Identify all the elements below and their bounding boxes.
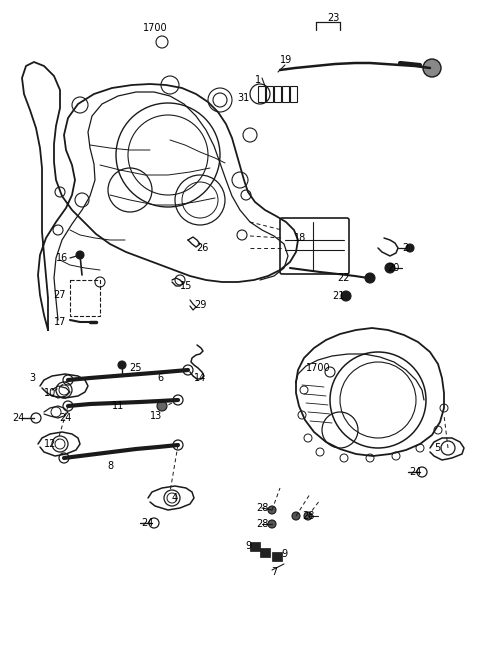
Text: 19: 19 [280, 55, 292, 65]
Circle shape [157, 401, 167, 411]
Text: 14: 14 [194, 373, 206, 383]
Bar [70, 280, 100, 316]
Text: 11: 11 [112, 401, 124, 411]
Text: 17: 17 [54, 317, 66, 327]
Text: 31: 31 [237, 93, 249, 103]
Text: 28: 28 [256, 519, 268, 529]
Text: 23: 23 [327, 13, 339, 23]
Text: 8: 8 [107, 461, 113, 471]
Text: 16: 16 [56, 253, 68, 263]
Text: 9: 9 [281, 549, 287, 559]
Text: 25: 25 [130, 363, 142, 373]
Text: 26: 26 [196, 243, 208, 253]
Circle shape [365, 273, 375, 283]
Text: 4: 4 [172, 493, 178, 503]
Text: 27: 27 [54, 290, 66, 300]
Text: 10: 10 [44, 388, 56, 398]
Text: 29: 29 [194, 300, 206, 310]
Bar [290, 86, 297, 102]
Bar [274, 86, 281, 102]
Circle shape [292, 512, 300, 520]
Text: 28: 28 [256, 503, 268, 513]
Bar [266, 86, 273, 102]
Circle shape [304, 512, 312, 520]
Text: 24: 24 [141, 518, 153, 528]
Text: 21: 21 [332, 291, 344, 301]
Text: 22: 22 [338, 273, 350, 283]
Text: 1: 1 [255, 75, 261, 85]
Text: 7: 7 [271, 567, 277, 577]
Bar [260, 548, 270, 557]
Text: 3: 3 [29, 373, 35, 383]
Circle shape [268, 506, 276, 514]
Bar [272, 552, 282, 561]
Circle shape [406, 244, 414, 252]
Text: 24: 24 [12, 413, 24, 423]
Bar [258, 86, 265, 102]
Circle shape [268, 520, 276, 528]
Text: 2: 2 [402, 243, 408, 253]
Text: 13: 13 [150, 411, 162, 421]
Text: 18: 18 [294, 233, 306, 243]
Text: 5: 5 [434, 443, 440, 453]
Circle shape [76, 251, 84, 259]
Text: 12: 12 [44, 439, 56, 449]
Circle shape [118, 361, 126, 369]
Bar [250, 542, 260, 551]
Text: 24: 24 [59, 413, 71, 423]
Text: 1700: 1700 [143, 23, 168, 33]
Circle shape [423, 59, 441, 77]
Circle shape [341, 291, 351, 301]
Text: 9: 9 [245, 541, 251, 551]
Bar [282, 86, 289, 102]
Text: 28: 28 [302, 511, 314, 521]
Circle shape [385, 263, 395, 273]
Text: 15: 15 [180, 281, 192, 291]
Text: 6: 6 [157, 373, 163, 383]
Text: 20: 20 [387, 263, 399, 273]
Text: 1700: 1700 [306, 363, 330, 373]
Text: 24: 24 [409, 467, 421, 477]
